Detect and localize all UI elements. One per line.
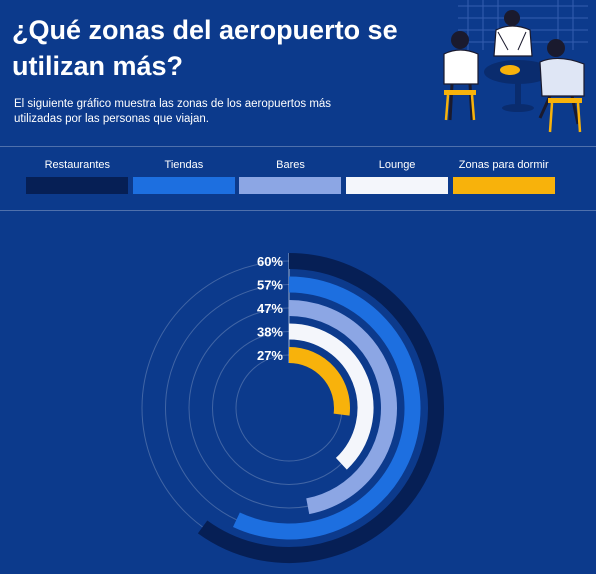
header-divider bbox=[0, 146, 596, 147]
legend-item-restaurantes: Restaurantes bbox=[24, 158, 131, 194]
legend-label: Bares bbox=[276, 159, 305, 171]
value-label: 60% bbox=[257, 254, 283, 269]
legend-swatch bbox=[26, 177, 129, 194]
bar-zonas-para-dormir bbox=[288, 347, 350, 416]
legend-item-tiendas: Tiendas bbox=[131, 158, 238, 194]
legend-swatch bbox=[239, 177, 342, 194]
bar-restaurantes bbox=[197, 253, 444, 563]
people-at-airport-table-illustration bbox=[443, 0, 588, 133]
page-subtitle: El siguiente gráfico muestra las zonas d… bbox=[14, 98, 332, 125]
bar-bares bbox=[288, 300, 397, 515]
page-title: ¿Qué zonas del aeropuerto se utilizan má… bbox=[12, 15, 398, 81]
value-label: 38% bbox=[257, 325, 283, 340]
legend-label: Zonas para dormir bbox=[458, 159, 549, 171]
legend-swatch bbox=[346, 177, 449, 194]
legend-label: Restaurantes bbox=[44, 159, 111, 171]
bar-tiendas bbox=[233, 276, 421, 540]
legend-item-lounge: Lounge bbox=[344, 158, 451, 194]
legend-divider bbox=[0, 210, 596, 211]
legend-label: Lounge bbox=[378, 159, 416, 171]
legend-swatch bbox=[452, 177, 555, 194]
legend-item-zonas-para-dormir: Zonas para dormir bbox=[450, 158, 557, 194]
value-label: 27% bbox=[257, 348, 283, 363]
value-label: 47% bbox=[257, 301, 283, 316]
radial-bar-chart: 60% 57% 47% 38% 27% bbox=[141, 253, 444, 563]
value-label: 57% bbox=[257, 278, 283, 293]
chart-legend: Restaurantes Tiendas Bares Lounge Zonas … bbox=[24, 158, 557, 194]
bar-lounge bbox=[288, 323, 374, 470]
legend-label: Tiendas bbox=[164, 159, 204, 171]
legend-item-bares: Bares bbox=[237, 158, 344, 194]
legend-swatch bbox=[132, 177, 235, 194]
